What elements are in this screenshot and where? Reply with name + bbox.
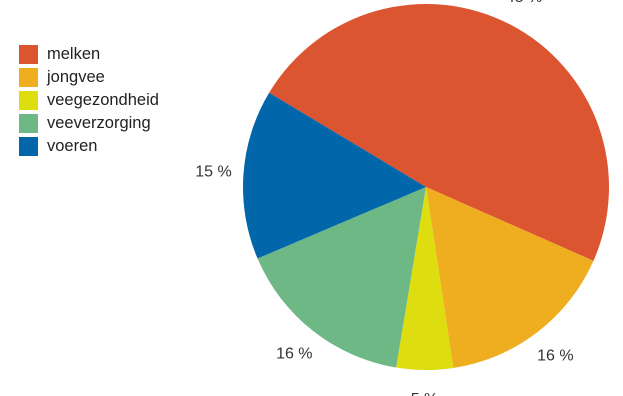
legend-label: melken xyxy=(47,45,101,63)
pie-slice-veeverzorging xyxy=(257,187,426,368)
pie-label-jongvee: 16 % xyxy=(537,347,573,364)
legend-item-jongvee: jongvee xyxy=(19,66,159,89)
pie-label-voeren: 15 % xyxy=(195,163,231,180)
legend-swatch xyxy=(19,91,38,110)
pie-slice-jongvee xyxy=(426,187,594,368)
legend-swatch xyxy=(19,114,38,133)
pie-slice-veegezondheid xyxy=(396,187,454,370)
legend-label: veeverzorging xyxy=(47,114,151,132)
legend-item-melken: melken xyxy=(19,43,159,66)
pie-label-veeverzorging: 16 % xyxy=(276,346,312,363)
legend-swatch xyxy=(19,137,38,156)
legend-swatch xyxy=(19,45,38,64)
legend-label: jongvee xyxy=(47,68,105,86)
legend-item-voeren: voeren xyxy=(19,135,159,158)
legend-item-veegezondheid: veegezondheid xyxy=(19,89,159,112)
pie-slice-voeren xyxy=(243,92,426,259)
pie-slice-melken xyxy=(269,3,610,261)
legend-label: voeren xyxy=(47,137,98,155)
pie-label-melken: 48 % xyxy=(506,0,542,6)
legend-swatch xyxy=(19,68,38,87)
legend-label: veegezondheid xyxy=(47,91,159,109)
legend-item-veeverzorging: veeverzorging xyxy=(19,112,159,135)
chart-legend: melken jongvee veegezondheid veeverzorgi… xyxy=(19,43,159,158)
pie-label-veegezondheid: 5 % xyxy=(411,391,439,396)
